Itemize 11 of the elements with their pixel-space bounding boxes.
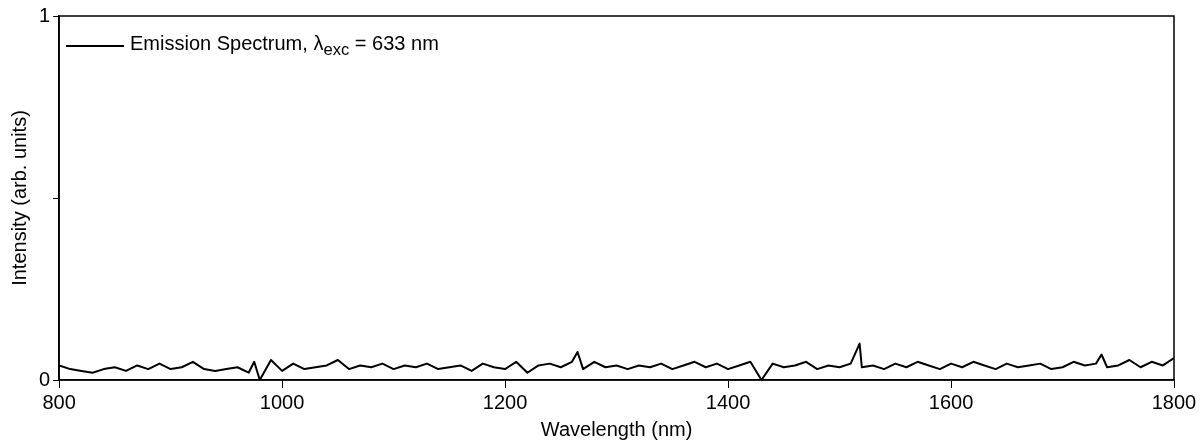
y-tick-label: 1 bbox=[39, 3, 51, 26]
x-tick-label: 1200 bbox=[482, 390, 528, 413]
y-axis-title: Intensity (arb. units) bbox=[7, 110, 30, 286]
x-tick-label: 1400 bbox=[705, 390, 751, 413]
legend-label: Emission Spectrum, λ$_{exc}$ = 633 nm bbox=[130, 32, 439, 60]
y-tick-label: 0 bbox=[39, 367, 51, 390]
x-axis-title: Wavelength (nm) bbox=[540, 417, 693, 440]
x-tick-label: 1800 bbox=[1151, 390, 1197, 413]
x-tick-label: 800 bbox=[42, 390, 76, 413]
x-tick-label: 1600 bbox=[928, 390, 974, 413]
x-tick-label: 1000 bbox=[259, 390, 305, 413]
